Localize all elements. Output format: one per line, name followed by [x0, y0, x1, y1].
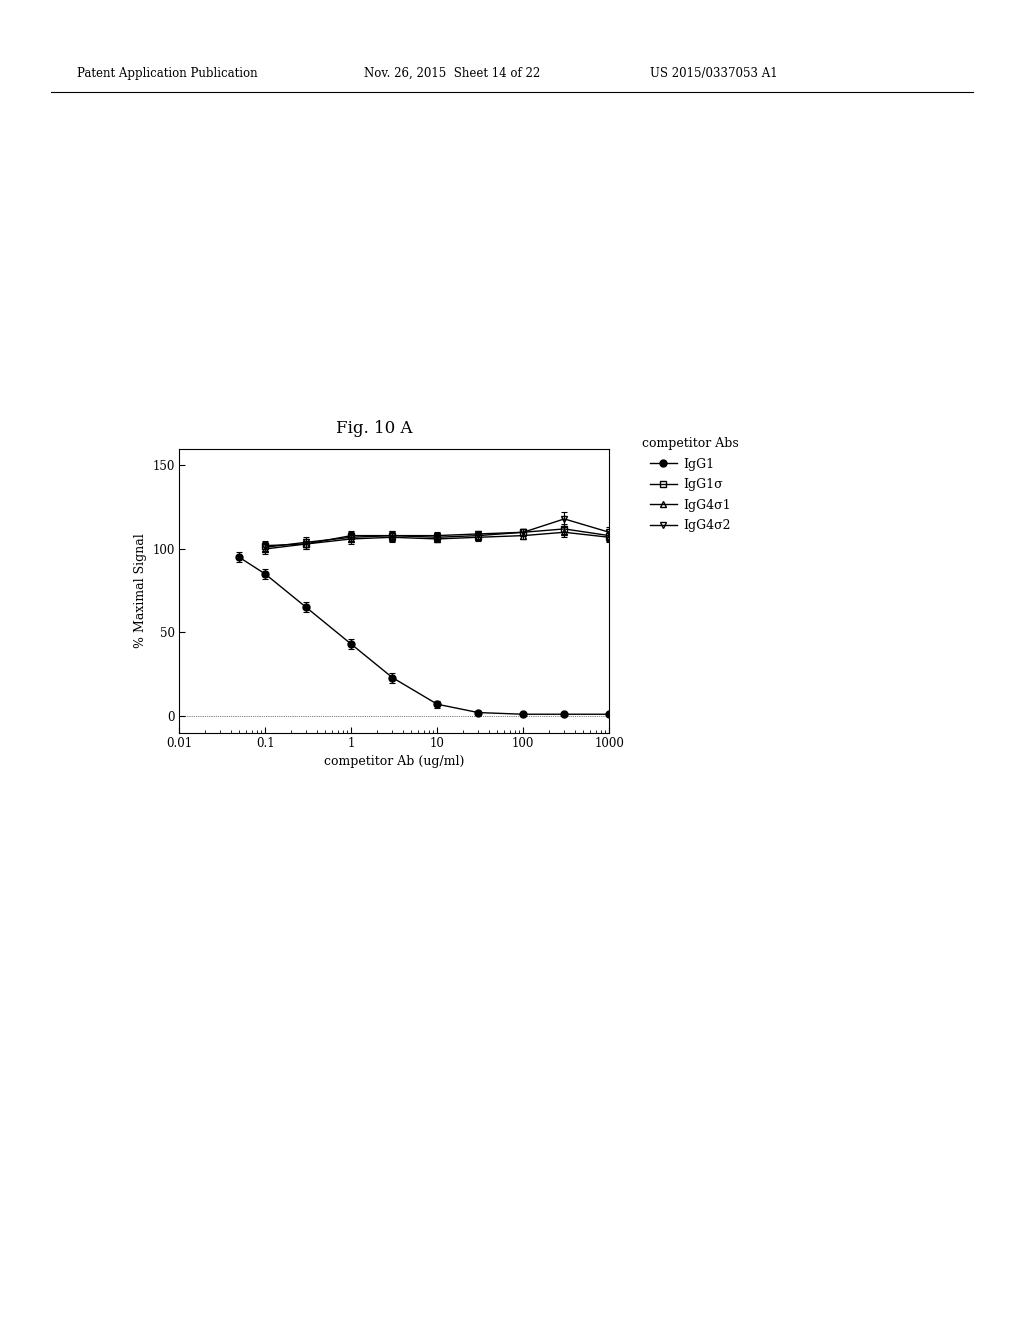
Legend: IgG1, IgG1σ, IgG4σ1, IgG4σ2: IgG1, IgG1σ, IgG4σ1, IgG4σ2 — [637, 433, 743, 537]
Text: Nov. 26, 2015  Sheet 14 of 22: Nov. 26, 2015 Sheet 14 of 22 — [364, 66, 540, 79]
Text: Fig. 10 A: Fig. 10 A — [336, 420, 412, 437]
Text: Patent Application Publication: Patent Application Publication — [77, 66, 257, 79]
X-axis label: competitor Ab (ug/ml): competitor Ab (ug/ml) — [324, 755, 465, 768]
Y-axis label: % Maximal Signal: % Maximal Signal — [134, 533, 147, 648]
Text: US 2015/0337053 A1: US 2015/0337053 A1 — [650, 66, 778, 79]
